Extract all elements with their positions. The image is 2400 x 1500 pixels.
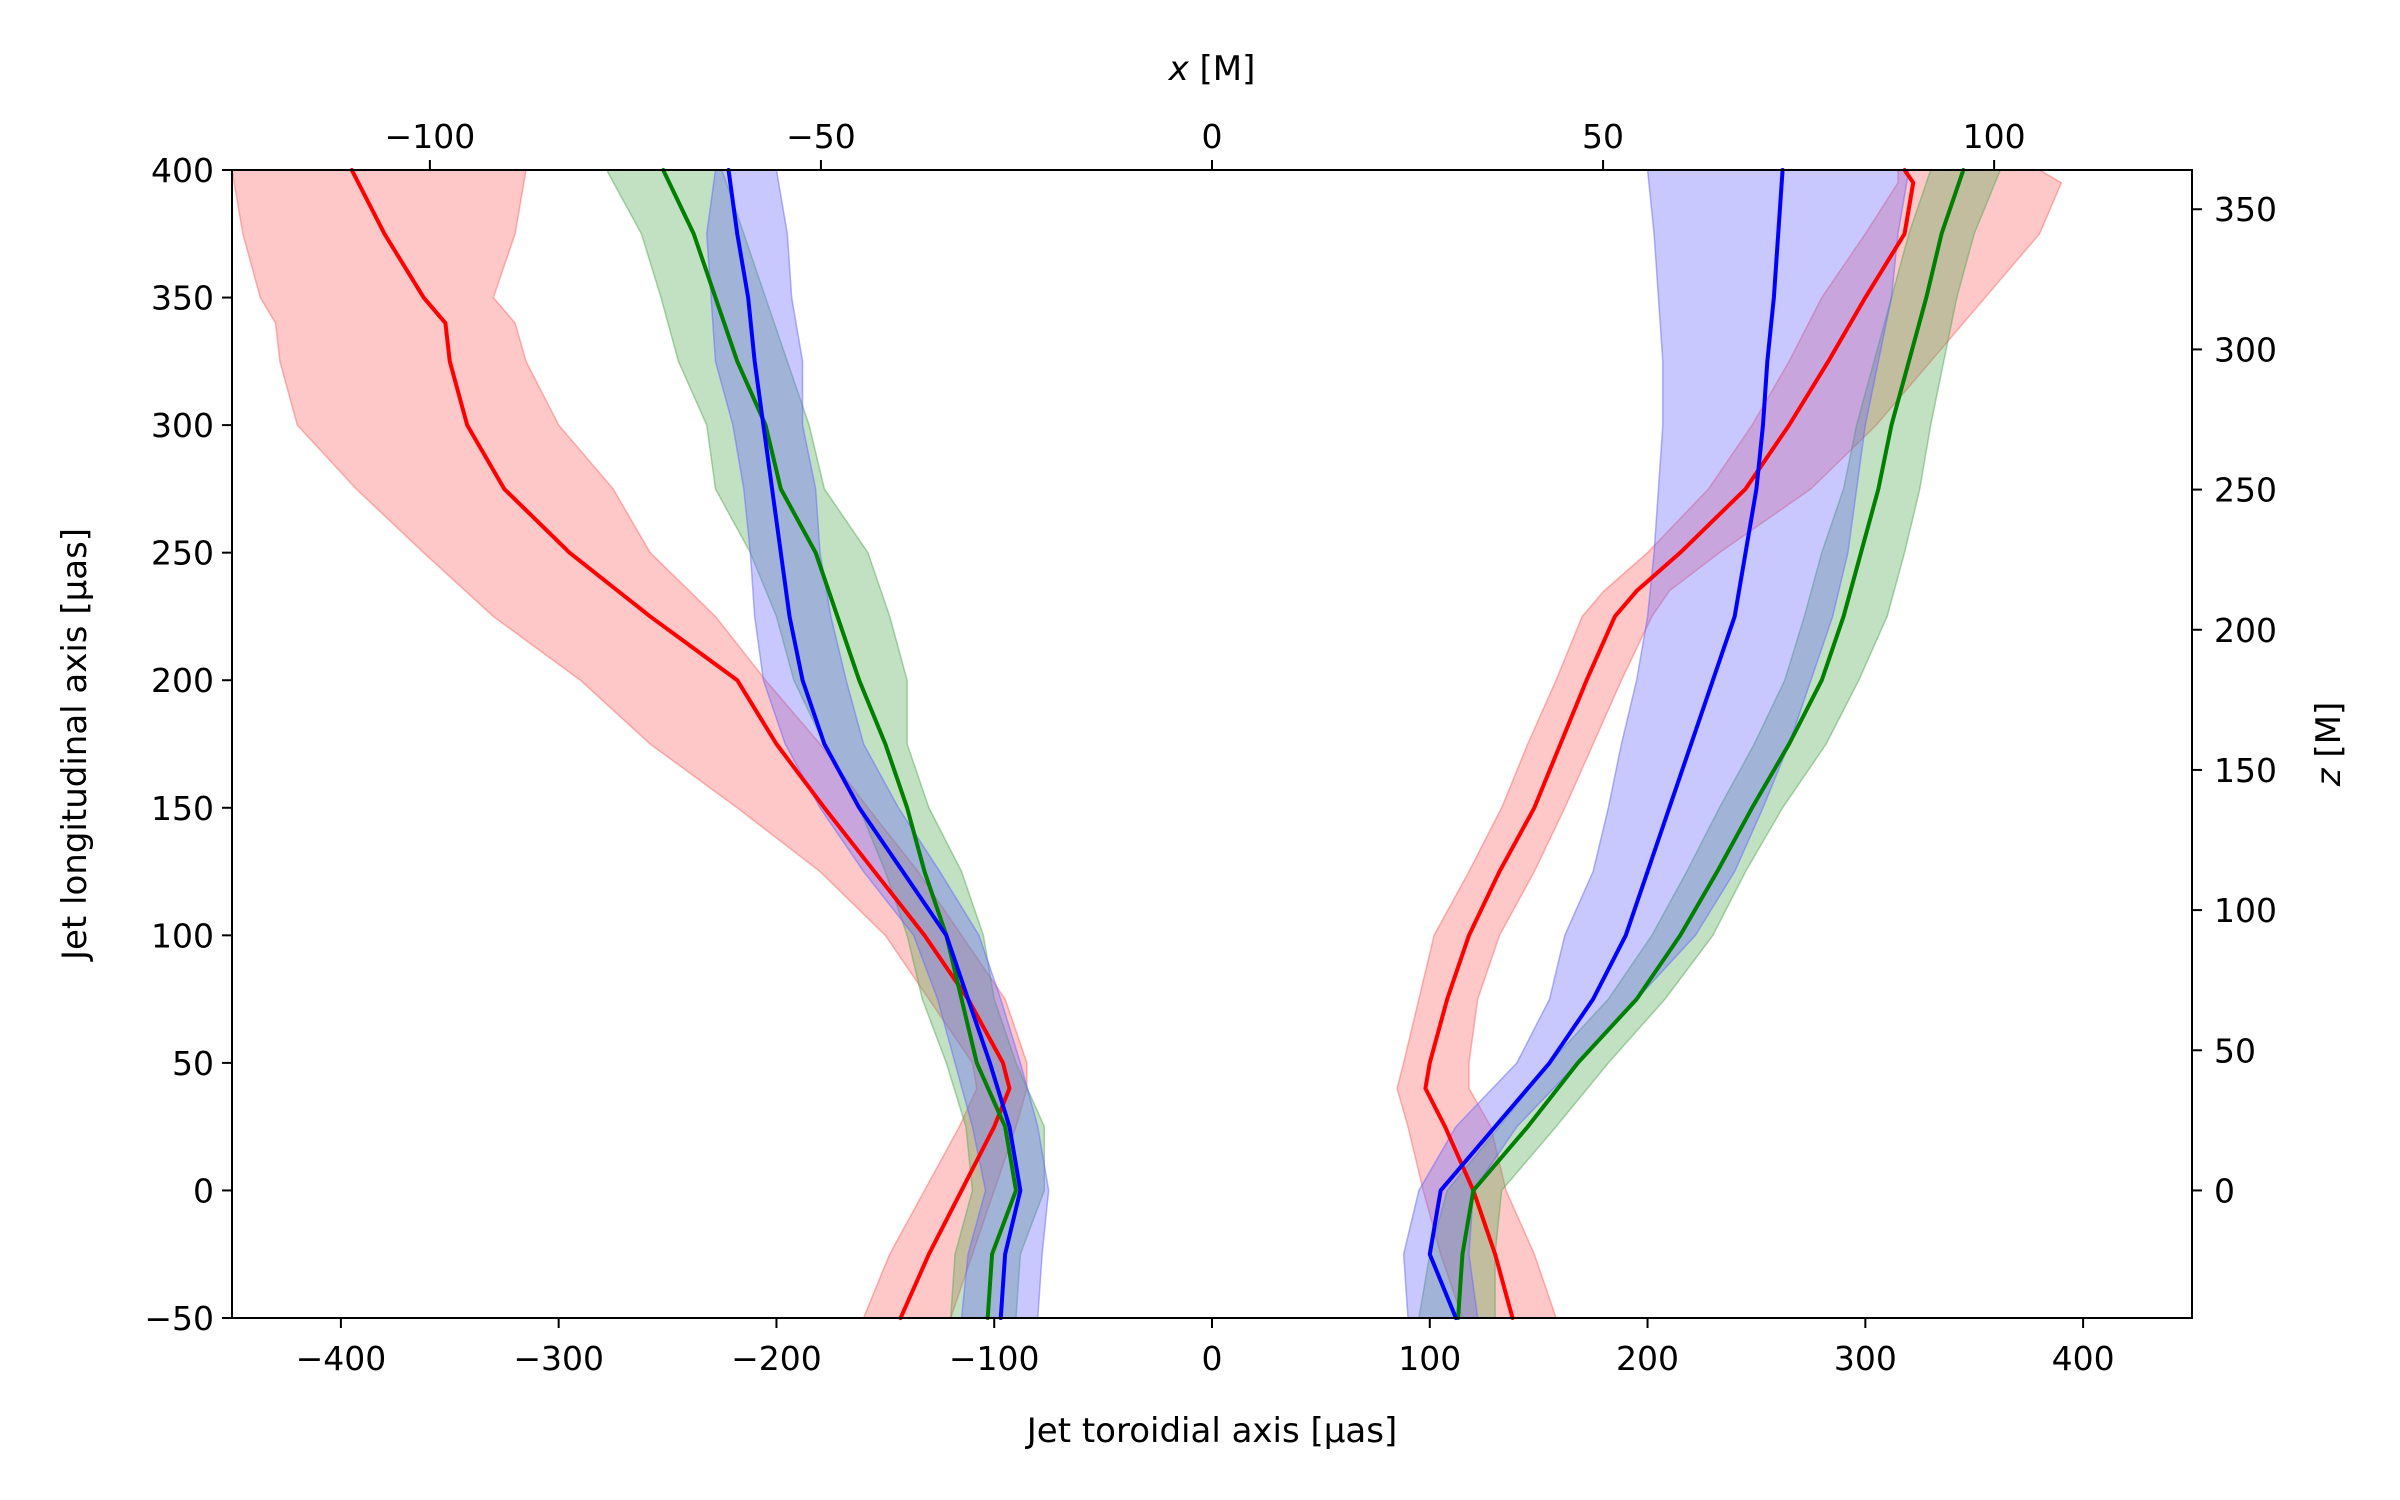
series-lines [349,168,1966,1320]
right-tick-label: 350 [2214,190,2277,229]
y-tick-label: 150 [151,789,214,828]
y-tick-label: 200 [151,661,214,700]
blue-right-line [1427,168,1785,1320]
green-right-line [1456,168,1966,1320]
x-tick-label: 400 [2052,1339,2115,1378]
x-tick-label: 0 [1202,1339,1223,1378]
y-tick-label: 250 [151,534,214,573]
right-tick-label: 150 [2214,751,2277,790]
x-tick-label: −100 [949,1339,1040,1378]
top-tick-label: −50 [786,117,856,156]
y-tick-label: 50 [172,1044,214,1083]
right-tick-label: 100 [2214,891,2277,930]
red-right-line [1423,168,1916,1320]
top-tick-label: 100 [1963,117,2026,156]
x-tick-label: 100 [1398,1339,1461,1378]
y-tick-label: 300 [151,406,214,445]
y-axis-label: Jet longitudinal axis [μas] [55,528,95,962]
green-left-line [661,168,1018,1320]
x-tick-label: 300 [1834,1339,1897,1378]
x-tick-label: 200 [1616,1339,1679,1378]
x-tick-label: −400 [296,1339,387,1378]
top-tick-label: 0 [1202,117,1223,156]
y-tick-label: 0 [193,1171,214,1210]
x-tick-label: −200 [731,1339,822,1378]
right-tick-label: 300 [2214,330,2277,369]
y-tick-label: 350 [151,279,214,318]
right-tick-label: 0 [2214,1171,2235,1210]
top-tick-label: 50 [1582,117,1624,156]
y-tick-label: 100 [151,916,214,955]
y-tick-label: −50 [144,1299,214,1338]
blue-left-line [726,168,1023,1320]
x-tick-label: −300 [513,1339,604,1378]
right-tick-label: 200 [2214,611,2277,650]
uncertainty-bands [231,169,2063,1319]
x-axis-label: Jet toroidial axis [μas] [1025,1411,1397,1451]
top-tick-label: −100 [385,117,476,156]
right-axis-label: z [M] [2309,702,2349,788]
right-tick-label: 250 [2214,471,2277,510]
top-axis-label: x [M] [1168,49,1256,89]
right-tick-label: 50 [2214,1031,2256,1070]
y-tick-label: 400 [151,151,214,190]
axis-ticks: −400 −300 −200 −100 0 100 200 300 400 −50 0 50 100 15… [144,117,2277,1378]
